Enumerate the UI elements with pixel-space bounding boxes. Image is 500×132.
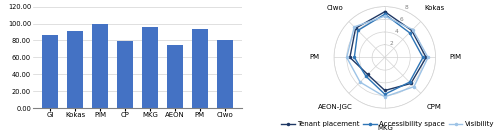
Tenant placement xyxy=(423,57,429,58)
Visibility xyxy=(344,57,349,58)
Line: Visibility: Visibility xyxy=(346,15,429,98)
Visibility xyxy=(352,26,358,28)
Line: Tenant placement: Tenant placement xyxy=(349,11,427,91)
Bar xyxy=(117,41,133,108)
Bar xyxy=(216,41,233,108)
Accessibility space xyxy=(420,57,426,58)
Bar xyxy=(192,29,208,108)
Bar xyxy=(67,31,83,108)
Visibility xyxy=(410,29,416,30)
Tenant placement xyxy=(364,74,370,75)
Tenant placement xyxy=(382,90,388,91)
Tenant placement xyxy=(408,83,414,84)
Tenant placement xyxy=(352,27,358,29)
Visibility xyxy=(382,15,388,17)
Accessibility space xyxy=(355,30,361,31)
Visibility xyxy=(382,15,388,17)
Visibility xyxy=(425,57,431,58)
Visibility xyxy=(357,81,363,83)
Visibility xyxy=(411,86,417,87)
Bar xyxy=(92,24,108,108)
Accessibility space xyxy=(382,13,388,15)
Accessibility space xyxy=(352,57,358,58)
Accessibility space xyxy=(406,32,412,34)
Legend: Tenant placement, Accessibility space, Visibility: Tenant placement, Accessibility space, V… xyxy=(282,121,494,127)
Bar xyxy=(166,45,183,108)
Bar xyxy=(42,35,58,108)
Visibility xyxy=(382,96,388,98)
Tenant placement xyxy=(409,30,415,31)
Accessibility space xyxy=(382,93,388,95)
Tenant placement xyxy=(347,57,353,58)
Accessibility space xyxy=(406,81,412,83)
Tenant placement xyxy=(382,11,388,13)
Bar xyxy=(142,27,158,108)
Accessibility space xyxy=(363,76,369,77)
Tenant placement xyxy=(382,11,388,13)
Accessibility space xyxy=(382,13,388,15)
Line: Accessibility space: Accessibility space xyxy=(354,13,424,95)
